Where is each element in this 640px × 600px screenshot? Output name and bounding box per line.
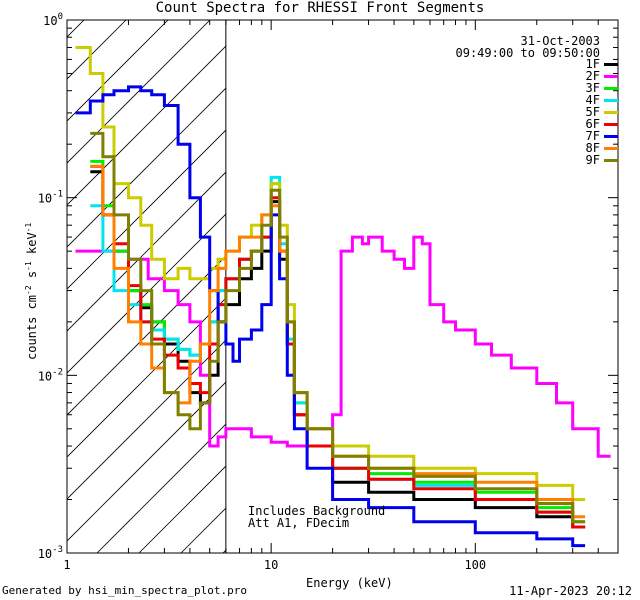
legend-label: 3F: [585, 81, 600, 95]
y-axis-label: counts cm-2 s-1 keV-1: [24, 222, 39, 360]
hatch-line: [67, 171, 226, 332]
y-tick-label: 10-2: [38, 367, 63, 383]
legend-entry-7F: 7F: [586, 130, 618, 142]
x-tick-label: 100: [464, 558, 486, 572]
legend-entry-2F: 2F: [586, 70, 618, 82]
legend-entry-1F: 1F: [586, 58, 618, 70]
legend-swatch: [604, 98, 618, 102]
legend-entry-6F: 6F: [586, 118, 618, 130]
hatch-line: [0, 0, 27, 553]
legend-entry-3F: 3F: [586, 82, 618, 94]
legend-swatch: [604, 122, 618, 126]
hatch-line: [67, 129, 226, 290]
series-line-6F: [90, 164, 586, 529]
legend: 1F 2F 3F 4F 5F 6F 7F 8F 9F: [586, 58, 618, 166]
y-tick-label: 10-3: [38, 545, 63, 561]
hatch-line: [96, 423, 226, 553]
legend-label: 7F: [585, 129, 600, 143]
legend-entry-8F: 8F: [586, 142, 618, 154]
chart-title: Count Spectra for RHESSI Front Segments: [155, 0, 485, 16]
legend-swatch: [604, 62, 618, 66]
legend-entry-4F: 4F: [586, 94, 618, 106]
hatch-line: [67, 213, 226, 374]
series-line-7F: [75, 85, 586, 548]
x-tick-label: 10: [264, 558, 278, 572]
legend-label: 4F: [585, 93, 600, 107]
legend-swatch: [604, 86, 618, 90]
hatch-line: [67, 381, 226, 542]
legend-label: 8F: [585, 141, 600, 155]
legend-entry-9F: 9F: [586, 154, 618, 166]
hatch-line: [67, 20, 211, 164]
series-line-1F: [90, 170, 586, 529]
legend-label: 2F: [585, 69, 600, 83]
legend-entry-5F: 5F: [586, 106, 618, 118]
y-tick-label: 10-1: [38, 190, 63, 206]
x-tick-label: 1: [63, 558, 70, 572]
hatch-line: [67, 339, 226, 500]
legend-swatch: [604, 158, 618, 162]
annotation-attenuator: Att A1, FDecim: [248, 516, 350, 530]
series-line-9F: [90, 131, 586, 524]
legend-swatch: [604, 134, 618, 138]
hatch-line: [67, 45, 226, 206]
plot-frame: [66, 19, 619, 554]
series-layer: [75, 46, 611, 548]
legend-swatch: [604, 110, 618, 114]
y-tick-label: 100: [43, 12, 63, 28]
legend-label: 5F: [585, 105, 600, 119]
legend-label: 1F: [585, 57, 600, 71]
legend-label: 6F: [585, 117, 600, 131]
annotation-background: Includes Background: [248, 504, 386, 518]
time-range: 09:49:00 to 09:50:00: [455, 46, 601, 60]
legend-label: 9F: [585, 153, 600, 167]
x-axis-label: Energy (keV): [306, 576, 393, 590]
generated-by: Generated by hsi_min_spectra_plot.pro: [2, 584, 248, 597]
legend-swatch: [604, 146, 618, 150]
legend-swatch: [604, 74, 618, 78]
series-line-2F: [75, 235, 611, 458]
observation-date: 31-Oct-2003: [520, 34, 600, 48]
timestamp: 11-Apr-2023 20:12: [509, 584, 632, 598]
